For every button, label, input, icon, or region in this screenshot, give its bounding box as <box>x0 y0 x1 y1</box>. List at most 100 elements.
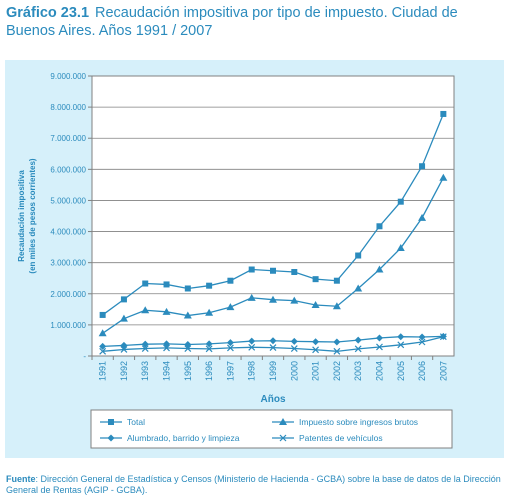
data-point <box>311 300 320 308</box>
data-point <box>354 284 363 292</box>
x-tick-label: 2004 <box>374 361 384 381</box>
data-point <box>120 296 127 303</box>
x-tick-label: 2003 <box>353 361 363 381</box>
x-tick-label: 1994 <box>162 361 172 381</box>
data-point <box>376 343 383 351</box>
x-tick-label: 2007 <box>438 361 448 381</box>
plot-area <box>91 75 455 357</box>
data-point <box>290 337 298 345</box>
data-point <box>163 344 170 352</box>
x-tick-label: 2000 <box>289 361 299 381</box>
x-tick-label: 2002 <box>332 361 342 381</box>
y-tick-label: 2.000.000 <box>50 290 86 299</box>
y-tick-label: 5.000.000 <box>50 196 86 205</box>
x-tick-label: 1999 <box>268 361 278 381</box>
marker-stroke <box>397 341 405 349</box>
marker-stroke <box>418 338 426 346</box>
data-point <box>375 265 384 273</box>
data-point <box>354 336 362 344</box>
data-point <box>439 173 448 181</box>
data-point <box>312 346 320 354</box>
data-point <box>248 266 255 273</box>
data-point <box>120 346 128 353</box>
data-point <box>312 338 320 346</box>
data-point <box>98 329 107 337</box>
data-point <box>247 293 256 301</box>
legend-marker <box>279 418 287 425</box>
x-axis-title: Años <box>261 394 286 405</box>
data-point <box>290 296 299 304</box>
data-point <box>269 295 277 303</box>
legend: Total Impuesto sobre ingresos brutos Alumb… <box>90 409 453 449</box>
data-point <box>376 223 383 230</box>
data-point <box>184 285 191 292</box>
data-point <box>290 345 298 352</box>
data-point <box>205 345 213 353</box>
legend-label: Alumbrado, barrido y limpieza <box>127 433 240 443</box>
y-tick-label: 1.000.000 <box>50 321 86 330</box>
legend-marker <box>108 419 114 425</box>
x-tick-label: 1993 <box>140 361 150 381</box>
marker-stroke <box>141 345 149 352</box>
source-note: Fuente: Dirección General de Estadística… <box>6 474 506 496</box>
data-point <box>440 110 447 117</box>
chart-title-prefix: Gráfico 23.1 <box>6 5 90 21</box>
x-tick-label: 2001 <box>311 361 321 381</box>
y-axis-title: (en miles de pesos corrientes) <box>28 158 37 273</box>
data-point <box>397 333 405 341</box>
y-tick-label: 6.000.000 <box>50 165 86 174</box>
data-point <box>141 340 149 348</box>
data-point <box>355 252 362 259</box>
legend-box <box>90 409 453 449</box>
marker-stroke <box>354 345 362 353</box>
chart-title: Gráfico 23.1 Recaudación impositiva por t… <box>6 4 506 40</box>
data-point <box>99 347 107 355</box>
marker-stroke <box>269 344 277 352</box>
data-point <box>226 344 234 352</box>
data-point <box>418 333 426 341</box>
data-point <box>163 281 170 288</box>
data-point <box>333 347 341 355</box>
legend-label: Impuesto sobre ingresos brutos <box>299 417 418 427</box>
data-point <box>248 337 256 345</box>
x-tick-label: 2005 <box>396 361 406 381</box>
y-tick-label: 3.000.000 <box>50 259 86 268</box>
marker-stroke <box>205 345 213 353</box>
data-point <box>184 345 192 352</box>
data-point <box>269 344 277 352</box>
series-impuesto-sobre-ingresos-brutos <box>98 173 448 337</box>
data-point <box>248 343 256 351</box>
marker-stroke <box>99 347 107 355</box>
marker-stroke <box>248 343 256 351</box>
data-point <box>183 311 192 319</box>
data-point <box>396 244 405 252</box>
series-total <box>99 110 447 318</box>
data-point <box>333 338 341 346</box>
data-point <box>226 303 235 311</box>
x-tick-label: 1992 <box>119 361 129 381</box>
y-tick-label: 4.000.000 <box>50 228 86 237</box>
data-point <box>269 337 277 345</box>
data-point <box>418 338 426 346</box>
data-point <box>439 333 447 341</box>
data-point <box>291 269 298 275</box>
x-tick-label: 2006 <box>417 361 427 381</box>
marker-stroke <box>333 347 341 355</box>
y-tick-label: - <box>83 352 86 361</box>
legend-label: Patentes de vehículos <box>299 433 383 443</box>
data-point <box>397 198 404 205</box>
data-point <box>162 307 171 315</box>
legend-label: Total <box>127 417 145 427</box>
data-point <box>142 280 149 287</box>
marker-stroke <box>226 344 234 352</box>
marker-stroke <box>290 345 298 352</box>
marker-stroke <box>279 434 287 442</box>
y-tick-label: 8.000.000 <box>50 103 86 112</box>
series-patentes-de-veh-culos <box>99 333 447 355</box>
data-point <box>312 276 319 283</box>
data-point <box>226 339 234 347</box>
data-point <box>419 163 426 170</box>
line-chart: 9.000.000 8.000.000 7.000.000 6.000.000 5.00… <box>17 72 455 449</box>
marker-stroke <box>439 333 447 341</box>
source-text: : Dirección General de Estadística y Cen… <box>6 474 501 495</box>
